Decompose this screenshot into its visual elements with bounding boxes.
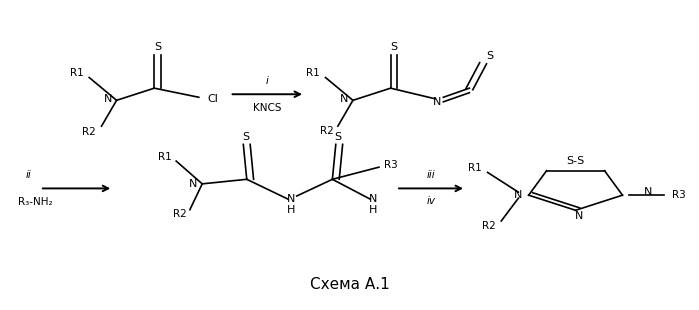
Text: N: N (368, 194, 377, 204)
Text: Cl: Cl (207, 94, 218, 104)
Text: R2: R2 (482, 221, 496, 232)
Text: ii: ii (26, 170, 31, 180)
Text: N: N (433, 97, 441, 107)
Text: R1: R1 (70, 68, 84, 78)
Text: R₃-NH₂: R₃-NH₂ (18, 197, 53, 207)
Text: R1: R1 (306, 68, 320, 78)
Text: S: S (487, 51, 493, 61)
Text: N: N (189, 179, 198, 189)
Text: S: S (154, 42, 161, 52)
Text: Схема А.1: Схема А.1 (310, 277, 389, 292)
Text: S: S (334, 132, 341, 142)
Text: iii: iii (426, 170, 435, 180)
Text: H: H (368, 205, 377, 215)
Text: N: N (340, 95, 348, 104)
Text: N: N (287, 194, 295, 204)
Text: i: i (266, 76, 268, 86)
Text: KNCS: KNCS (253, 103, 282, 113)
Text: R2: R2 (173, 209, 187, 219)
Text: R3: R3 (672, 190, 686, 200)
Text: S: S (242, 132, 249, 142)
Text: R1: R1 (158, 152, 171, 162)
Text: S-S: S-S (566, 156, 584, 166)
Text: R1: R1 (468, 162, 482, 173)
Text: R2: R2 (320, 126, 333, 136)
Text: H: H (287, 205, 295, 215)
Text: N: N (514, 190, 522, 200)
Text: N: N (575, 211, 583, 221)
Text: N: N (644, 187, 653, 197)
Text: R3: R3 (384, 160, 398, 170)
Text: R2: R2 (82, 126, 96, 137)
Text: S: S (391, 42, 398, 52)
Text: N: N (103, 95, 112, 104)
Text: iv: iv (426, 196, 435, 206)
